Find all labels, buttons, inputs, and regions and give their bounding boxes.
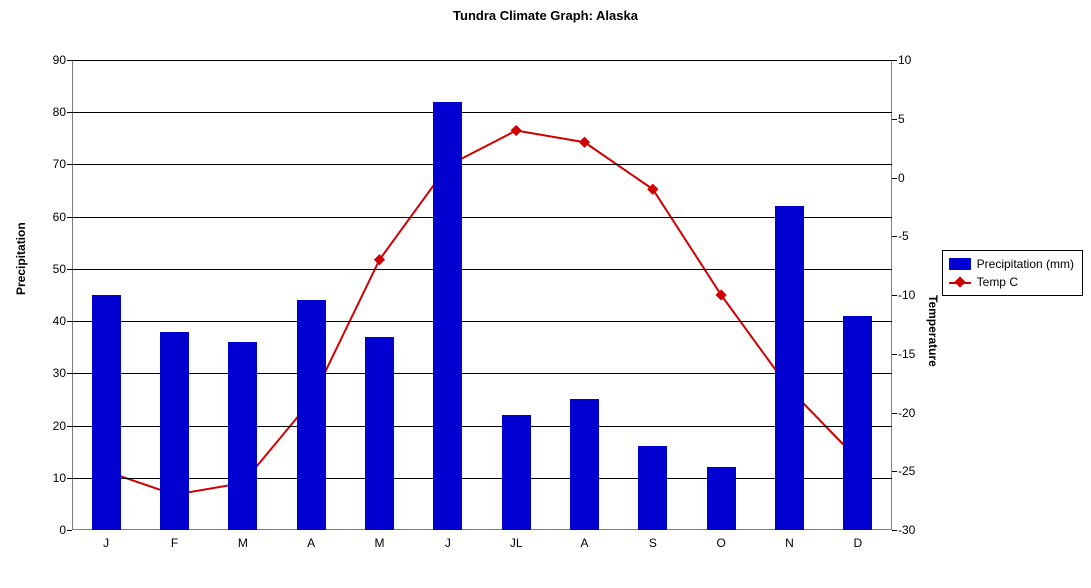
y-right-tick-label: 5: [892, 112, 934, 126]
gridline: [72, 478, 892, 479]
plot-border: [72, 60, 892, 530]
x-category-label: M: [360, 530, 400, 550]
x-category-label: D: [838, 530, 878, 550]
temp-marker: [374, 254, 385, 265]
x-category-label: N: [770, 530, 810, 550]
legend: Precipitation (mm) Temp C: [942, 250, 1083, 296]
gridline: [72, 217, 892, 218]
precip-bar: [843, 316, 872, 530]
gridline: [72, 373, 892, 374]
x-category-label: J: [86, 530, 126, 550]
gridline: [72, 112, 892, 113]
x-category-label: A: [291, 530, 331, 550]
y-right-tick-label: -30: [892, 523, 934, 537]
y-right-tick-label: -25: [892, 464, 934, 478]
gridline: [72, 321, 892, 322]
y-axis-left-label: Precipitation: [14, 222, 28, 295]
precip-bar: [160, 332, 189, 530]
y-right-tick-label: 0: [892, 171, 934, 185]
climate-chart: Tundra Climate Graph: Alaska Precipitati…: [0, 0, 1091, 588]
precip-bar: [570, 399, 599, 530]
y-right-tick-label: -20: [892, 406, 934, 420]
precip-bar: [92, 295, 121, 530]
precip-bar: [297, 300, 326, 530]
x-category-label: A: [565, 530, 605, 550]
temp-marker: [647, 184, 658, 195]
y-right-tick-label: -5: [892, 229, 934, 243]
gridline: [72, 426, 892, 427]
precip-bar: [707, 467, 736, 530]
y-right-tick-label: 10: [892, 53, 934, 67]
x-category-label: F: [155, 530, 195, 550]
temp-marker: [716, 289, 727, 300]
gridline: [72, 60, 892, 61]
legend-item-precip: Precipitation (mm): [949, 255, 1074, 273]
x-category-label: S: [633, 530, 673, 550]
legend-line-label: Temp C: [977, 275, 1018, 289]
gridline: [72, 269, 892, 270]
x-category-label: JL: [496, 530, 536, 550]
precip-bar: [638, 446, 667, 530]
legend-bar-label: Precipitation (mm): [977, 257, 1074, 271]
x-category-label: J: [428, 530, 468, 550]
y-right-tick-label: -10: [892, 288, 934, 302]
x-category-label: O: [701, 530, 741, 550]
temp-line: [106, 131, 858, 495]
chart-title: Tundra Climate Graph: Alaska: [0, 8, 1091, 23]
temp-line-series: [72, 60, 892, 530]
precip-bar: [433, 102, 462, 530]
x-category-label: M: [223, 530, 263, 550]
legend-item-temp: Temp C: [949, 273, 1074, 291]
temp-marker: [511, 125, 522, 136]
legend-line-swatch: [949, 276, 971, 288]
temp-marker: [579, 137, 590, 148]
precip-bar: [365, 337, 394, 530]
gridline: [72, 164, 892, 165]
plot-area: 0102030405060708090-30-25-20-15-10-50510…: [72, 60, 892, 530]
precip-bar: [775, 206, 804, 530]
precip-bar: [502, 415, 531, 530]
legend-bar-swatch: [949, 258, 971, 270]
y-right-tick-label: -15: [892, 347, 934, 361]
precip-bar: [228, 342, 257, 530]
